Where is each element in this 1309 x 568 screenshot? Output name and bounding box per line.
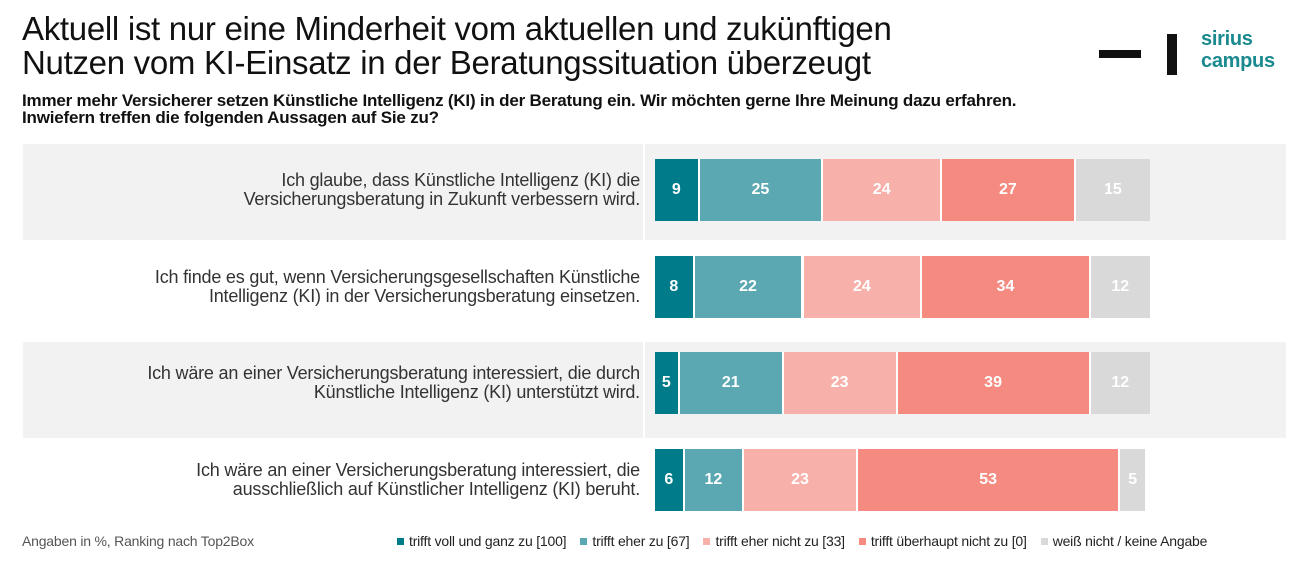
logo-text-line-1: sirius	[1201, 28, 1253, 50]
bar-segment: 27	[942, 159, 1076, 221]
legend-swatch-icon	[580, 537, 588, 545]
legend-swatch-icon	[858, 537, 866, 545]
legend-swatch-icon	[397, 537, 404, 545]
logo-text-line-2: campus	[1201, 50, 1275, 72]
bar-segment: 53	[857, 449, 1121, 511]
bar-segment: 5	[655, 352, 680, 414]
bar-segment: 12	[684, 449, 745, 511]
data-label: 8	[669, 278, 679, 295]
category-label-line: Künstliche Intelligenz (KI) unterstützt …	[313, 382, 640, 402]
legend-label: weiß nicht / keine Angabe	[1052, 533, 1208, 549]
category-label-line: Ich glaube, dass Künstliche Intelligenz …	[281, 170, 640, 190]
legend-label: trifft eher zu [67]	[592, 533, 690, 549]
legend-label: trifft eher nicht zu [33]	[715, 533, 845, 549]
data-label: 9	[671, 181, 681, 198]
sirius-campus-logo: sirius campus	[1099, 28, 1299, 77]
bar-segment: 23	[744, 449, 858, 511]
bar-segment: 12	[1090, 352, 1150, 414]
bar-segment: 25	[699, 159, 824, 221]
category-label: Ich wäre an einer Versicherungsberatung …	[23, 461, 640, 499]
data-label: 39	[984, 374, 1002, 391]
chart-title-line-1: Aktuell ist nur eine Minderheit vom aktu…	[22, 10, 892, 47]
logo-text: sirius campus	[1201, 28, 1275, 72]
data-label: 27	[999, 181, 1017, 198]
data-label: 5	[661, 374, 671, 391]
bar-segment: 24	[823, 159, 943, 221]
data-label: 24	[853, 278, 871, 295]
bar-segment: 8	[655, 256, 695, 318]
category-label-line: Intelligenz (KI) in der Versicherungsber…	[208, 286, 640, 306]
data-label: 15	[1103, 181, 1122, 198]
legend-item: weiß nicht / keine Angabe	[1040, 533, 1208, 549]
legend-item: trifft überhaupt nicht zu [0]	[858, 533, 1027, 549]
legend-label: trifft voll und ganz zu [100]	[409, 533, 567, 549]
logo-bar-icon	[1167, 34, 1177, 75]
category-label-line: ausschließlich auf Künstlicher Intellige…	[232, 479, 640, 499]
data-label: 5	[1128, 471, 1138, 488]
chart-title: Aktuell ist nur eine Minderheit vom aktu…	[22, 12, 1082, 80]
data-label: 12	[1111, 278, 1130, 295]
category-label: Ich finde es gut, wenn Versicherungsgese…	[23, 268, 640, 306]
data-label: 34	[996, 278, 1015, 295]
bar-segment: 9	[655, 159, 700, 221]
bar-segment: 12	[1090, 256, 1150, 318]
bar-segment: 6	[655, 449, 685, 511]
chart-title-line-2: Nutzen vom KI-Einsatz in der Beratungssi…	[22, 44, 871, 81]
data-label: 23	[830, 374, 849, 391]
bar-segment: 22	[694, 256, 804, 318]
row-divider	[643, 342, 645, 438]
chart-subtitle-line-2: Inwiefern treffen die folgenden Aussagen…	[22, 108, 439, 127]
bar-segment: 5	[1120, 449, 1146, 511]
category-label-line: Ich finde es gut, wenn Versicherungsgese…	[154, 267, 640, 287]
bar-segment: 21	[679, 352, 784, 414]
bar-segment: 15	[1075, 159, 1150, 221]
category-label-line: Versicherungsberatung in Zukunft verbess…	[243, 189, 641, 209]
category-label: Ich wäre an einer Versicherungsberatung …	[23, 364, 640, 402]
logo-dash-icon	[1099, 50, 1141, 58]
legend-item: trifft eher zu [67]	[580, 533, 690, 549]
data-label: 6	[664, 471, 674, 488]
row-divider	[643, 144, 645, 240]
category-label-line: Ich wäre an einer Versicherungsberatung …	[147, 363, 640, 383]
legend-swatch-icon	[1040, 537, 1048, 545]
data-label: 24	[872, 181, 891, 198]
data-label: 21	[721, 374, 740, 391]
bar-segment: 24	[803, 256, 923, 318]
data-label: 12	[704, 471, 723, 488]
data-label: 23	[791, 471, 809, 488]
chart-legend: trifft voll und ganz zu [100] trifft eher…	[397, 533, 1207, 549]
legend-label: trifft überhaupt nicht zu [0]	[870, 533, 1027, 549]
chart-subtitle-line-1: Immer mehr Versicherer setzen Künstliche…	[22, 91, 1017, 110]
chart-subtitle: Immer mehr Versicherer setzen Künstliche…	[22, 92, 1282, 126]
bar-segment: 23	[783, 352, 898, 414]
data-label: 22	[739, 278, 757, 295]
legend-item: trifft eher nicht zu [33]	[703, 533, 845, 549]
legend-swatch-icon	[703, 537, 711, 545]
footnote: Angaben in %, Ranking nach Top2Box	[22, 533, 254, 549]
data-label: 53	[979, 471, 997, 488]
legend-item: trifft voll und ganz zu [100]	[397, 533, 567, 549]
bar-segment: 34	[922, 256, 1091, 318]
category-label: Ich glaube, dass Künstliche Intelligenz …	[23, 170, 641, 209]
bar-segment: 39	[897, 352, 1091, 414]
category-label-line: Ich wäre an einer Versicherungsberatung …	[196, 460, 640, 480]
data-label: 12	[1111, 374, 1130, 391]
data-label: 25	[751, 181, 770, 198]
